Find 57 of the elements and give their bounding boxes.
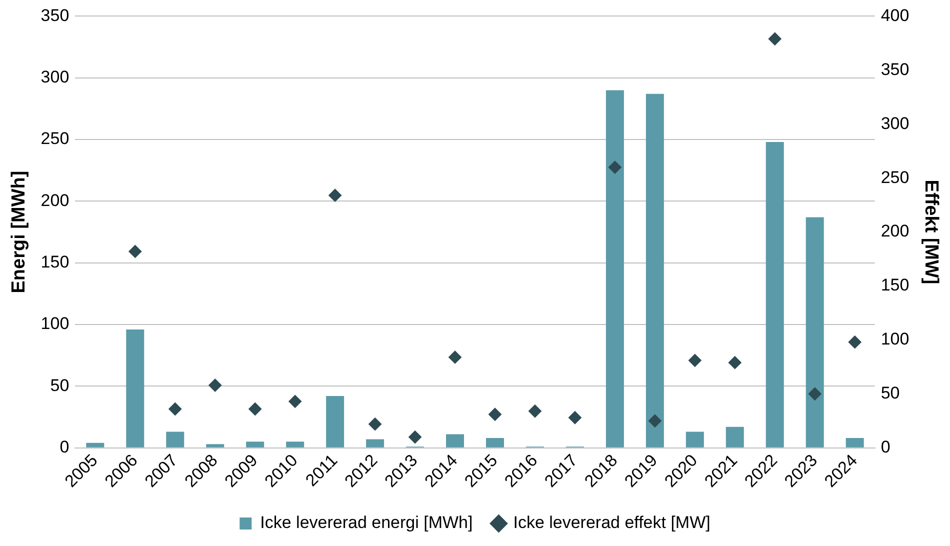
y2-tick-label: 200 bbox=[880, 222, 910, 241]
bar bbox=[846, 438, 864, 448]
legend-label: Icke levererad effekt [MW] bbox=[513, 513, 710, 532]
point bbox=[448, 350, 462, 364]
y-tick-label: 250 bbox=[40, 129, 70, 148]
bar bbox=[366, 439, 384, 448]
y-axis-title: Energi [MWh] bbox=[8, 170, 30, 294]
bar bbox=[766, 142, 784, 448]
point bbox=[488, 408, 502, 421]
y2-tick-label: 150 bbox=[880, 276, 910, 295]
y-tick-label: 100 bbox=[40, 314, 70, 334]
bar bbox=[486, 438, 504, 448]
point bbox=[128, 244, 142, 258]
bar bbox=[606, 90, 624, 448]
y-tick-label: 300 bbox=[40, 68, 70, 87]
point bbox=[288, 394, 302, 408]
y2-tick-label: 350 bbox=[880, 60, 910, 79]
bar bbox=[686, 432, 704, 448]
y-tick-label: 150 bbox=[40, 252, 70, 272]
y-tick-label: 350 bbox=[40, 6, 70, 25]
point bbox=[248, 402, 262, 416]
point bbox=[808, 387, 822, 400]
bar bbox=[246, 442, 264, 448]
bar bbox=[126, 329, 144, 448]
point bbox=[368, 418, 382, 431]
bar bbox=[206, 444, 224, 448]
y2-tick-label: 100 bbox=[880, 330, 910, 349]
legend-label: Icke levererad energi [MWh] bbox=[260, 513, 473, 532]
y2-tick-label: 250 bbox=[880, 168, 910, 187]
bar bbox=[806, 217, 824, 448]
y-tick-label: 0 bbox=[60, 438, 70, 457]
y-tick-label: 50 bbox=[50, 376, 70, 395]
point bbox=[768, 32, 782, 46]
point bbox=[328, 188, 342, 202]
point bbox=[728, 356, 742, 370]
bar bbox=[286, 442, 304, 448]
point bbox=[528, 404, 542, 418]
point bbox=[648, 414, 662, 428]
bar bbox=[326, 396, 344, 448]
point bbox=[688, 354, 702, 367]
y2-tick-label: 0 bbox=[880, 438, 890, 457]
y2-axis-title: Effekt [MW] bbox=[920, 180, 942, 284]
point bbox=[608, 160, 622, 174]
point bbox=[408, 430, 422, 444]
bar bbox=[726, 426, 744, 448]
y2-tick-label: 50 bbox=[880, 384, 900, 403]
point bbox=[168, 402, 182, 416]
bar bbox=[646, 94, 664, 448]
bar bbox=[166, 432, 184, 448]
point bbox=[848, 336, 862, 349]
y-tick-label: 200 bbox=[40, 190, 70, 210]
point bbox=[208, 378, 222, 392]
bar bbox=[86, 442, 104, 448]
y2-tick-label: 400 bbox=[880, 6, 910, 25]
point bbox=[568, 411, 582, 424]
bar bbox=[446, 434, 464, 448]
y2-tick-label: 300 bbox=[880, 114, 910, 133]
